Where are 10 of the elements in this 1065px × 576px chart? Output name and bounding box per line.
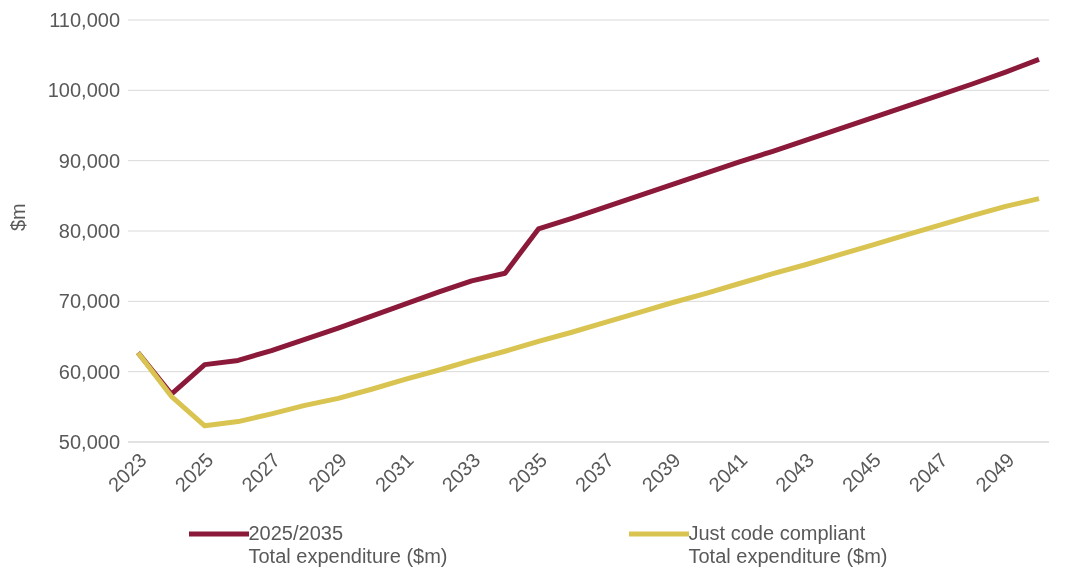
legend-label: Just code compliant Total expenditure ($m) <box>688 522 888 568</box>
y-tick-label: 80,000 <box>58 220 120 243</box>
y-tick-label: 70,000 <box>58 290 120 313</box>
y-tick-label: 100,000 <box>47 79 120 102</box>
y-tick-label: 50,000 <box>58 431 120 454</box>
legend-label: 2025/2035 Total expenditure ($m) <box>248 522 448 568</box>
y-axis-title: $m <box>7 203 30 231</box>
y-tick-label: 60,000 <box>58 360 120 383</box>
y-tick-label: 90,000 <box>58 149 120 172</box>
y-tick-label: 110,000 <box>49 9 120 32</box>
